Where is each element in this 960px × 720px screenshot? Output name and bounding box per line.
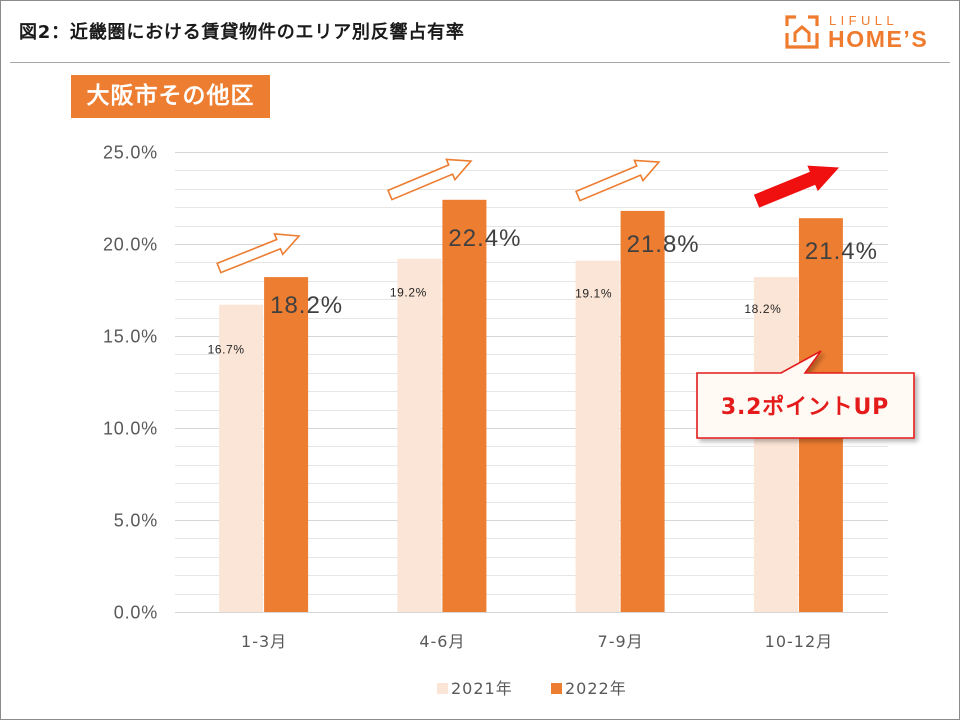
y-tick-label-10: 10.0% [103,419,158,439]
house-icon-corner-left [785,15,796,26]
outline-up-arrow-icon [387,158,473,201]
trend-arrows [216,158,840,274]
house-icon-base [785,33,819,49]
y-axis-labels: 0.0% 5.0% 10.0% 15.0% 20.0% 25.0% [103,143,158,623]
x-tick-label-7-9: 7-9月 [598,632,644,651]
bar-2022-1-3 [264,277,309,612]
callout-text: 3.2ポイントUP [721,394,889,420]
bar-2021-1-3 [219,304,264,612]
x-tick-label-10-12: 10-12月 [765,632,834,651]
callout: 3.2ポイントUP [696,350,915,439]
logo-top-text: LIFULL [829,13,899,28]
x-tick-label-1-3: 1-3月 [241,632,287,651]
data-label-2022-1-3: 18.2% [270,292,343,319]
bar-2022-4-6 [442,199,487,613]
legend-swatch-2022 [551,683,562,694]
lifull-homes-logo: LIFULL HOME’S [784,12,940,52]
bar-2021-10-12 [753,277,798,612]
data-label-2022-10-12: 21.4% [805,238,878,265]
header-divider [10,62,950,63]
data-label-2021-4-6: 19.2% [390,286,427,300]
data-label-2022-4-6: 22.4% [448,225,521,252]
house-icon-corner-right [808,15,819,26]
y-tick-label-5: 5.0% [114,511,158,531]
figure-title: 図2：近畿圏における賃貸物件のエリア別反響占有率 [19,22,465,43]
outline-up-arrow-icon [216,233,301,274]
x-axis-labels: 1-3月 4-6月 7-9月 10-12月 [241,632,834,651]
data-label-2021-1-3: 16.7% [208,343,245,357]
bar-2022-7-9 [620,210,665,612]
data-labels: 16.7% 19.2% 19.1% 18.2% 18.2% 22.4% 21.8% 21.4% [208,225,878,357]
house-icon [785,15,819,49]
y-tick-label-0: 0.0% [114,603,158,623]
bar-2021-4-6 [397,258,442,612]
legend-label-2021: 2021年 [451,679,513,698]
y-tick-label-25: 25.0% [103,143,158,163]
y-tick-label-20: 20.0% [103,235,158,255]
y-tick-label-15: 15.0% [103,327,158,347]
house-icon-roof [793,25,811,42]
logo-bottom-text: HOME’S [828,26,929,52]
area-badge: 大阪市その他区 [71,75,270,118]
outline-up-arrow-icon [575,159,661,202]
legend: 2021年 2022年 [437,679,627,698]
x-tick-label-4-6: 4-6月 [419,632,465,651]
data-label-2022-7-9: 21.8% [627,231,700,258]
legend-swatch-2021 [437,683,448,694]
data-label-2021-7-9: 19.1% [575,287,612,301]
callout-box [696,350,915,439]
legend-label-2022: 2022年 [565,679,627,698]
data-label-2021-10-12: 18.2% [744,302,781,316]
bar-2021-7-9 [575,260,620,612]
solid-up-arrow-icon [753,165,840,208]
